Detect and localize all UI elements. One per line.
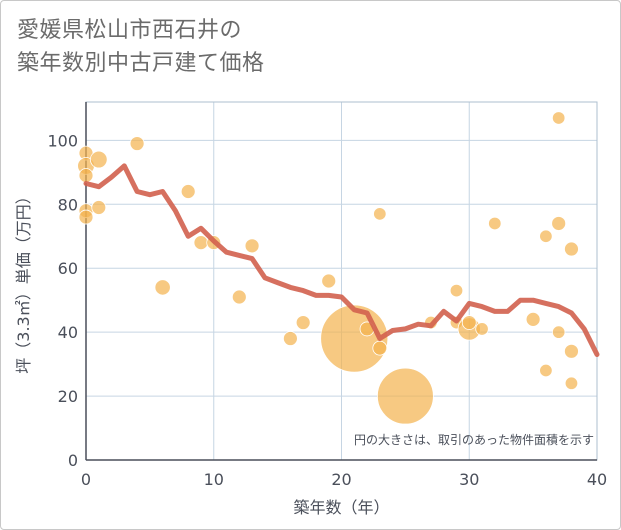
- bubble-layer: [77, 111, 579, 425]
- bubble-point: [551, 216, 567, 231]
- bubble-point: [91, 200, 107, 215]
- tick-labels: 0 10 20 30 40 0 20 40 60 80 100: [47, 131, 607, 489]
- y-tick-label: 40: [58, 323, 78, 342]
- bubble-point: [372, 340, 388, 356]
- chart-title-line2: 築年数別中古戸建て価格: [17, 51, 265, 76]
- bubble-point: [539, 363, 553, 378]
- bubble-point: [282, 331, 298, 346]
- bubble-point: [539, 229, 553, 243]
- chart-title-line1: 愛媛県松山市西石井の: [17, 18, 243, 43]
- bubble-point: [461, 315, 477, 330]
- bubble-point: [321, 273, 337, 289]
- size-note: 円の大きさは、取引のあった物件面積を示す: [354, 432, 594, 447]
- bubble-point: [78, 168, 94, 183]
- x-axis-label: 築年数（年）: [293, 498, 389, 517]
- bubble-point: [525, 311, 541, 327]
- bubble-point: [89, 150, 108, 169]
- x-tick-label: 30: [459, 470, 479, 489]
- bubble-point: [564, 343, 579, 359]
- bubble-point: [551, 325, 566, 339]
- y-axis-label: 坪（3.3㎡）単価（万円）: [14, 188, 33, 373]
- y-tick-label: 0: [68, 451, 78, 470]
- x-tick-label: 10: [204, 470, 224, 489]
- bubble-point: [180, 184, 196, 199]
- bubble-point: [154, 279, 171, 296]
- y-tick-label: 60: [58, 259, 78, 278]
- bubble-point: [295, 315, 311, 330]
- bubble-point: [193, 235, 209, 251]
- bubble-point: [449, 283, 464, 298]
- y-tick-label: 20: [58, 387, 78, 406]
- bubble-point: [376, 367, 434, 425]
- chart-title: 愛媛県松山市西石井の 築年数別中古戸建て価格: [17, 14, 265, 80]
- bubble-point: [129, 136, 145, 151]
- x-tick-label: 40: [587, 470, 607, 489]
- bubble-point: [551, 111, 566, 125]
- bubble-point: [244, 238, 260, 254]
- bubble-point: [78, 209, 94, 225]
- bubble-point: [373, 207, 387, 221]
- bubble-point: [488, 216, 502, 231]
- x-tick-label: 0: [81, 470, 91, 489]
- bubble-point: [231, 289, 247, 305]
- x-tick-label: 20: [331, 470, 351, 489]
- bubble-point: [564, 241, 579, 257]
- bubble-point: [475, 322, 489, 336]
- trend-line: [83, 163, 600, 357]
- bubble-point: [564, 376, 579, 390]
- y-tick-label: 80: [58, 195, 78, 214]
- y-tick-label: 100: [47, 131, 78, 150]
